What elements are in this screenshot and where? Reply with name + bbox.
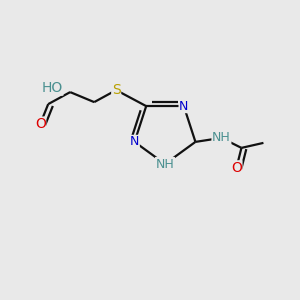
Text: NH: NH bbox=[212, 131, 231, 144]
Text: NH: NH bbox=[156, 158, 174, 170]
Text: O: O bbox=[231, 161, 242, 175]
Text: N: N bbox=[130, 135, 139, 148]
Text: O: O bbox=[35, 117, 46, 131]
Text: N: N bbox=[179, 100, 188, 112]
Text: S: S bbox=[112, 83, 121, 97]
Text: HO: HO bbox=[42, 81, 63, 95]
